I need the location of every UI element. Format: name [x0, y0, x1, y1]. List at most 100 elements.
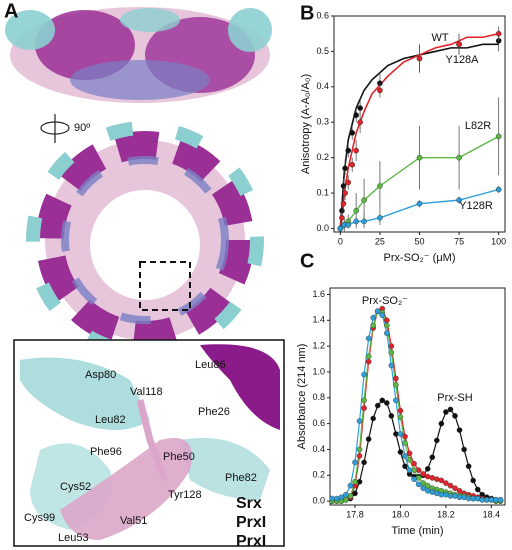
series-label: L82R	[465, 120, 491, 132]
y-tick-label: 0.2	[312, 470, 325, 480]
data-point	[456, 41, 462, 48]
data-point	[377, 183, 383, 189]
y-tick-label: 0.3	[316, 117, 329, 127]
y-tick-label: 0.4	[312, 444, 325, 454]
inset	[13, 339, 285, 547]
data-point	[361, 218, 367, 225]
data-point	[411, 476, 417, 482]
data-point	[456, 487, 463, 494]
data-point	[397, 431, 404, 437]
y-axis-title: Anisotropy (A-A₀/A₀)	[300, 74, 312, 174]
x-axis-title: Time (min)	[391, 525, 443, 537]
residue-label: Leu82	[95, 414, 126, 426]
y-tick-label: 1.6	[312, 289, 325, 299]
panel-label: C	[300, 250, 314, 272]
x-tick-label: 17.8	[346, 509, 364, 519]
data-point	[356, 418, 363, 424]
data-point	[393, 397, 399, 404]
y-tick-label: 0.5	[316, 46, 329, 56]
data-point	[397, 414, 404, 420]
data-point	[384, 322, 390, 329]
y-tick-label: 0.4	[316, 81, 329, 91]
data-point	[361, 197, 367, 203]
data-point	[357, 119, 363, 126]
data-point	[474, 486, 481, 493]
fit-curve	[339, 32, 499, 229]
data-point	[342, 165, 348, 172]
data-point	[424, 482, 431, 489]
y-tick-label: 0.0	[316, 223, 329, 233]
panel-label: B	[300, 2, 314, 24]
x-tick-label: 18.4	[483, 509, 501, 519]
data-point	[345, 222, 352, 228]
data-point	[447, 482, 454, 489]
data-point	[438, 477, 445, 484]
data-point	[374, 308, 381, 315]
data-point	[424, 466, 431, 472]
fit-curve	[339, 43, 499, 229]
data-point	[388, 343, 395, 349]
x-tick-label: 18.2	[437, 509, 455, 519]
data-point	[379, 312, 386, 318]
data-point	[384, 330, 390, 337]
y-tick-label: 0.6	[316, 10, 329, 20]
structure-side-view	[5, 7, 272, 103]
rotation-arrow	[40, 114, 70, 143]
x-tick-label: 0	[338, 236, 343, 246]
data-point	[495, 30, 502, 37]
data-point	[497, 497, 504, 503]
data-point	[352, 459, 358, 466]
x-axis-title: Prx-SO₂⁻ (μM)	[383, 252, 455, 264]
y-tick-label: 0.0	[312, 496, 325, 506]
residue-label: Cys52	[60, 481, 91, 493]
data-point	[345, 179, 352, 186]
y-tick-label: 1.4	[312, 315, 325, 325]
y-tick-label: 0.6	[312, 418, 325, 428]
residue-label: Val51	[120, 515, 147, 527]
annotation: Prx-SO₂⁻	[362, 295, 408, 307]
y-tick-label: 0.8	[312, 392, 325, 402]
data-point	[388, 413, 395, 419]
y-tick-label: 0.1	[316, 187, 329, 197]
series-label: Y128A	[445, 54, 479, 66]
data-point	[374, 402, 381, 409]
x-tick-label: 50	[414, 236, 424, 246]
data-point	[397, 407, 404, 414]
x-tick-label: 18.0	[392, 509, 410, 519]
data-point	[365, 358, 372, 365]
data-point	[343, 497, 349, 503]
data-point	[397, 449, 404, 455]
data-point	[340, 200, 347, 207]
data-point	[352, 490, 358, 497]
data-point	[377, 215, 383, 221]
data-point	[456, 427, 463, 433]
residue-label: Leu53	[58, 532, 89, 544]
data-point	[420, 471, 426, 477]
inset-legend: Srx	[236, 495, 262, 512]
x-tick-label: 75	[454, 236, 464, 246]
data-point	[337, 225, 344, 232]
data-point	[370, 415, 376, 422]
series-line	[332, 307, 501, 502]
data-point	[452, 413, 458, 419]
residue-label: Cys99	[24, 512, 55, 524]
data-point	[388, 349, 395, 356]
rotation-label: 90º	[74, 122, 90, 134]
data-point	[345, 147, 352, 154]
data-point	[406, 450, 413, 457]
data-point	[402, 463, 408, 470]
data-point	[361, 371, 367, 378]
data-point	[415, 481, 422, 488]
series-label: Y128R	[459, 200, 493, 212]
inset-legend: PrxI	[236, 533, 266, 550]
data-point	[356, 453, 363, 459]
data-point	[443, 480, 449, 486]
data-point	[384, 317, 390, 324]
residue-label: Phe82	[225, 472, 257, 484]
data-point	[339, 215, 345, 221]
plot-frame	[329, 287, 506, 506]
data-point	[416, 55, 423, 62]
data-point	[470, 477, 476, 484]
panel-label: A	[4, 0, 18, 22]
data-point	[495, 186, 502, 193]
